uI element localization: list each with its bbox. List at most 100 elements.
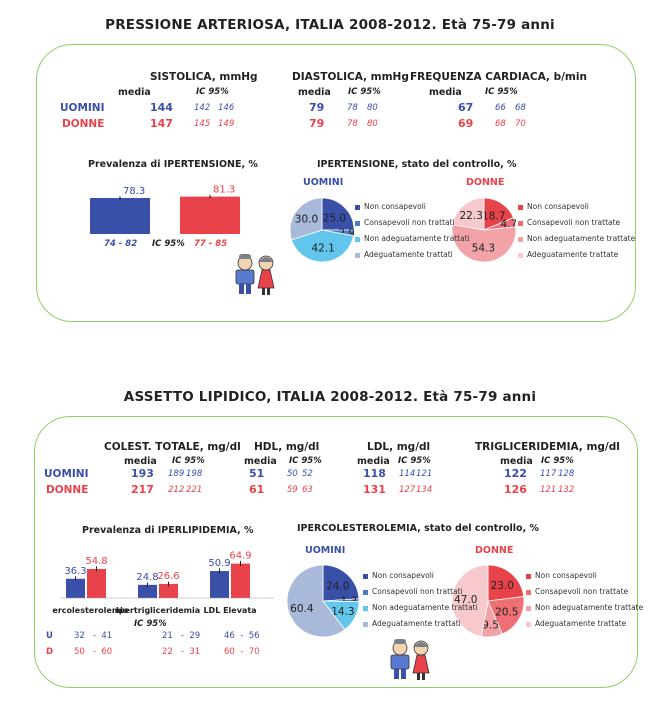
hr-women-ci-low: 68 [495, 119, 506, 129]
hdl-women-ci-low: 59 [287, 485, 298, 495]
systolic-men-mean: 144 [150, 101, 173, 114]
pie-hypertension-men: 25.02.942.130.0 [290, 198, 354, 262]
legend-swatch [518, 204, 523, 210]
ci-value: 46 - 56 [224, 631, 260, 641]
ci-value: 60 - 70 [224, 647, 260, 657]
pie-men-label: UOMINI [305, 545, 346, 556]
ci-value: 22 - 31 [162, 647, 201, 657]
legend-item: Non consapevoli [355, 202, 426, 211]
legend-swatch [363, 589, 368, 595]
tg-men-ci-high: 128 [558, 469, 575, 479]
legend-item: Consapevoli non trattate [526, 587, 628, 596]
tc-women-ci-high: 221 [186, 485, 203, 495]
data-label: 64.9 [229, 551, 251, 562]
tg-women-mean: 126 [504, 483, 527, 496]
couple-icon [235, 254, 275, 295]
hdl-men-ci-high: 52 [302, 469, 313, 479]
legend-label: Consapevoli non trattate [535, 587, 629, 596]
ldl-women-ci-high: 134 [416, 485, 433, 495]
data-label: 24.8 [136, 572, 158, 583]
systolic-header: SISTOLICA, mmHg [150, 71, 258, 83]
pie-slice [487, 565, 524, 602]
ldl-header: LDL, mg/dl [367, 441, 431, 453]
couple-icon [390, 639, 430, 680]
bar-uomini [90, 197, 150, 234]
slice-label: 24.0 [326, 580, 349, 592]
bar-u [138, 584, 157, 598]
ic-label: IC 95% [485, 87, 518, 97]
data-label: 26.6 [157, 571, 179, 582]
hdl-women-ci-high: 63 [302, 485, 313, 495]
ci-men-hypertension: 74 - 82 [104, 239, 138, 249]
hr-men-mean: 67 [458, 101, 474, 114]
hr-women-ci-high: 70 [515, 119, 526, 129]
slice-label: 25.0 [323, 213, 346, 225]
pie-slice [322, 565, 359, 602]
legend-item: Non adeguatamente trattate [526, 603, 643, 612]
legend-label: Adeguatamente trattati [364, 250, 453, 259]
data-label: 50.9 [208, 558, 230, 569]
legend-item: Adeguatamente trattate [518, 250, 618, 259]
pie-hypercholesterolemia-men: 24.01.314.360.4 [287, 565, 359, 637]
hdl-header: HDL, mg/dl [254, 441, 320, 453]
legend-swatch [526, 589, 531, 595]
legend-label: Non consapevoli [364, 202, 426, 211]
pie-hypertension-women: 18.74.754.322.3 [452, 198, 516, 262]
hypertension-bar-chart: 78.3 81.3 [90, 185, 240, 234]
ic-label: IC 95% [348, 87, 381, 97]
legend-item: Non consapevoli [363, 571, 434, 580]
tg-men-mean: 122 [504, 467, 527, 480]
pie-slice [287, 565, 346, 637]
legend-label: Non adeguatamente trattati [364, 234, 470, 243]
pie-slice [321, 198, 354, 231]
ic-label: IC 95% [196, 87, 229, 97]
hr-women-mean: 69 [458, 117, 474, 130]
diastolic-men-ci-high: 80 [367, 103, 378, 113]
bar-d [231, 563, 250, 598]
legend-label: Non adeguatamente trattati [372, 603, 478, 612]
data-label: 81.3 [213, 185, 235, 196]
tc-women-ci-low: 212 [168, 485, 185, 495]
legend-item: Adeguatamente trattati [363, 619, 461, 628]
legend-label: Non consapevoli [372, 571, 434, 580]
legend-item: Adeguatamente trattate [526, 619, 626, 628]
tg-women-ci-high: 132 [558, 485, 575, 495]
total-cholesterol-header: COLEST. TOTALE, mg/dl [104, 441, 241, 453]
pie-women-label: DONNE [475, 545, 514, 556]
legend-swatch [518, 252, 523, 258]
legend-swatch [518, 220, 523, 226]
section2-title: ASSETTO LIPIDICO, ITALIA 2008-2012. Età … [123, 389, 537, 405]
ldl-men-mean: 118 [363, 467, 386, 480]
legend-item: Consapevoli non trattati [363, 587, 463, 596]
category-label: Ipertrigliceridemia [116, 606, 200, 615]
legend-swatch [526, 573, 531, 579]
row-label-men: UOMINI [44, 468, 89, 480]
diastolic-men-mean: 79 [309, 101, 325, 114]
pie-slice [291, 229, 354, 262]
legend-label: Adeguatamente trattati [372, 619, 461, 628]
bar-d [159, 583, 178, 598]
ci-row-label: D [46, 647, 54, 657]
hypercholesterolemia-control-title: IPERCOLESTEROLEMIA, stato del controllo,… [297, 523, 540, 534]
legend-label: Non consapevoli [527, 202, 589, 211]
diastolic-header: DIASTOLICA, mmHg [292, 71, 409, 83]
ci-women-hypertension: 77 - 85 [194, 239, 228, 249]
mean-label: media [500, 456, 533, 467]
pie-hypercholesterolemia-women: 23.0 20.59.5 47.0 [452, 565, 524, 637]
legend-swatch [355, 220, 360, 226]
legend-swatch [355, 252, 360, 258]
systolic-women-mean: 147 [150, 117, 173, 130]
legend-swatch [355, 204, 360, 210]
legend-item: Non adeguatamente trattate [518, 234, 635, 243]
data-label: 36.3 [64, 566, 86, 577]
legend-swatch [363, 605, 368, 611]
legend-item: Adeguatamente trattati [355, 250, 453, 259]
slice-label: 23.0 [491, 580, 514, 592]
legend-item: Non consapevoli [518, 202, 589, 211]
pie-women-label: DONNE [466, 177, 505, 188]
ic-label: IC 95% [152, 239, 185, 249]
tc-women-mean: 217 [131, 483, 154, 496]
systolic-men-ci-high: 146 [218, 103, 235, 113]
legend-swatch [518, 236, 523, 242]
ic-label: IC 95% [134, 619, 167, 629]
